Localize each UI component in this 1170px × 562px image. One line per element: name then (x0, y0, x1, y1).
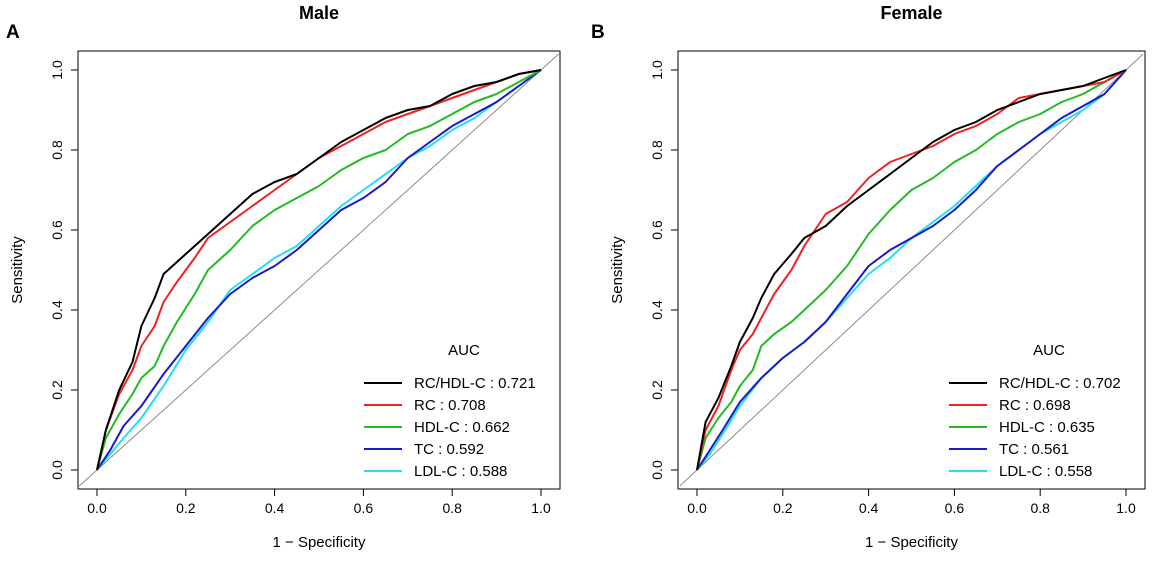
x-axis-label: 1 − Specificity (865, 534, 958, 551)
x-axis-label: 1 − Specificity (273, 534, 366, 551)
y-tick-label: 0.4 (49, 300, 65, 320)
x-tick-label: 0.0 (87, 500, 107, 516)
x-tick-label: 0.6 (354, 500, 374, 516)
y-tick-label: 0.2 (649, 380, 665, 400)
y-tick-label: 0.8 (49, 140, 65, 160)
legend-entry: RC : 0.698 (999, 397, 1071, 414)
roc-curve-ldl-c (96, 69, 542, 471)
y-tick-label: 0.0 (649, 460, 665, 480)
roc-chart-male: A Male 0.0 0.2 0.4 0.6 0.8 1.0 0.0 0.2 0.4 0.6 0.8 1.… (6, 3, 561, 551)
chart-panel-female: B Female 0.0 0.2 0.4 0.6 0.8 1.0 0.0 0.2 0.4 0.6 0.8… (585, 0, 1170, 562)
roc-curve-rc (96, 69, 542, 471)
y-tick-label: 1.0 (49, 60, 65, 80)
chart-title: Male (299, 3, 339, 23)
legend-entry: RC : 0.708 (414, 397, 486, 414)
legend-entry: RC/HDL-C : 0.702 (999, 375, 1121, 392)
legend-entry: LDL-C : 0.588 (414, 463, 507, 480)
panel-label: A (6, 22, 20, 43)
y-tick-label: 1.0 (649, 60, 665, 80)
roc-chart-female: B Female 0.0 0.2 0.4 0.6 0.8 1.0 0.0 0.2 0.4 0.6 0.8… (591, 3, 1146, 551)
chart-title: Female (880, 3, 942, 23)
legend-entry: RC/HDL-C : 0.721 (414, 375, 536, 392)
legend-title: AUC (448, 342, 480, 359)
chart-panel-male: A Male 0.0 0.2 0.4 0.6 0.8 1.0 0.0 0.2 0.4 0.6 0.8 1.… (6, 3, 561, 551)
y-tick-label: 0.6 (649, 220, 665, 240)
x-tick-label: 0.6 (945, 500, 965, 516)
legend-title: AUC (1033, 342, 1065, 359)
reference-diagonal-line (78, 53, 560, 487)
legend-entry: LDL-C : 0.558 (999, 463, 1092, 480)
x-tick-label: 0.2 (773, 500, 793, 516)
legend-entry: HDL-C : 0.635 (999, 419, 1095, 436)
roc-curve-rc-hdl-c (696, 69, 1127, 471)
x-tick-label: 1.0 (1116, 500, 1136, 516)
y-tick-label: 0.0 (49, 460, 65, 480)
y-axis-label: Sensitivity (609, 236, 626, 304)
legend-entry: TC : 0.561 (999, 441, 1069, 458)
x-tick-label: 0.8 (442, 500, 462, 516)
x-tick-label: 0.4 (859, 500, 879, 516)
legend-entry: HDL-C : 0.662 (414, 419, 510, 436)
roc-curve-tc (96, 69, 542, 471)
y-tick-label: 0.2 (49, 380, 65, 400)
y-axis-label: Sensitivity (9, 236, 26, 304)
y-tick-label: 0.8 (649, 140, 665, 160)
x-tick-label: 0.0 (687, 500, 707, 516)
roc-curve-hdl-c (96, 69, 542, 471)
x-tick-label: 0.8 (1030, 500, 1050, 516)
roc-curve-hdl-c (696, 69, 1127, 471)
panel-label: B (591, 22, 605, 43)
reference-diagonal-line (679, 53, 1144, 487)
y-tick-label: 0.4 (649, 300, 665, 320)
roc-curve-tc (696, 69, 1127, 471)
x-tick-label: 1.0 (531, 500, 551, 516)
x-tick-label: 0.4 (265, 500, 285, 516)
y-tick-label: 0.6 (49, 220, 65, 240)
legend-entry: TC : 0.592 (414, 441, 484, 458)
roc-curve-ldl-c (696, 69, 1127, 471)
roc-curve-rc-hdl-c (96, 69, 542, 471)
x-tick-label: 0.2 (176, 500, 196, 516)
